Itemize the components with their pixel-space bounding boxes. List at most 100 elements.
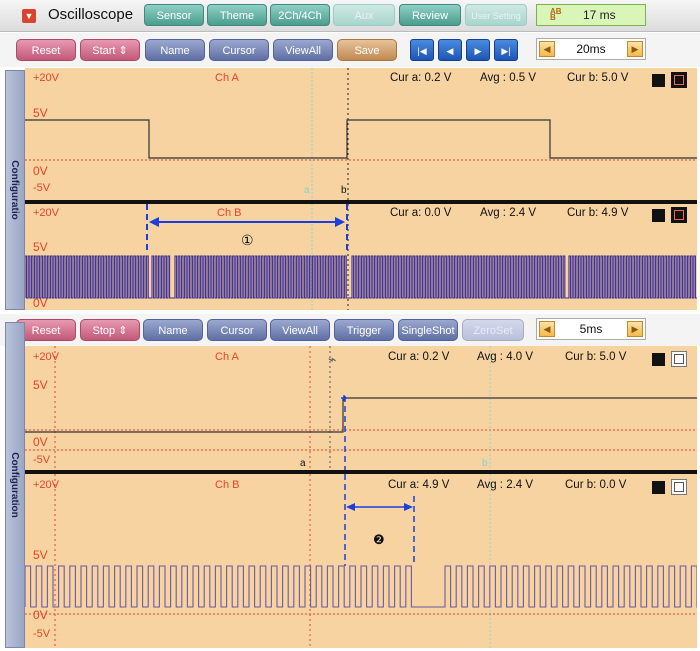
sample-time-display: AB B 17 ms (536, 4, 646, 26)
cha-0v-label: 0V (33, 164, 48, 178)
cha-top-scale: +20V (33, 72, 59, 84)
trigger-button[interactable]: Trigger (334, 319, 394, 341)
first-frame-button[interactable]: |◀ (410, 39, 434, 61)
panel2-configuration-tab[interactable]: Configuration (5, 322, 25, 648)
title-bar: ▼ Oscilloscope Sensor Theme 2Ch/4Ch Aux … (0, 0, 700, 32)
stop-button[interactable]: Stop ⇕ (80, 319, 140, 341)
p2-chb-cursor-b-readout: Cur b: 0.0 V (565, 479, 627, 491)
save-button[interactable]: Save (337, 39, 397, 61)
cursor-b-marker: b (341, 185, 347, 196)
tab-sensor[interactable]: Sensor (144, 4, 204, 26)
chb-top-scale: +20V (33, 207, 59, 219)
tab-theme[interactable]: Theme (207, 4, 267, 26)
name-button[interactable]: Name (145, 39, 205, 61)
viewall-button-2[interactable]: ViewAll (270, 319, 330, 341)
cha-average-readout: Avg : 0.5 V (480, 72, 537, 84)
p2-cha-average-readout: Avg : 4.0 V (477, 351, 534, 363)
cha-5v-label: 5V (33, 106, 48, 120)
panel1-configuration-tab[interactable]: Configuratio (5, 70, 25, 310)
p2-chb-scale-toggle[interactable] (671, 479, 687, 495)
chb-label: Ch B (217, 207, 242, 219)
p2-cha-neg5v-label: -5V (33, 454, 51, 466)
cha-color-swatch[interactable] (652, 74, 665, 87)
timebase-decrease-button[interactable]: ◀ (539, 41, 555, 57)
panel1-channel-b-plot[interactable]: +20V Ch B 5V 0V Cur a: 0.0 V Avg : 2.4 V… (25, 204, 697, 310)
p2-cha-0v-label: 0V (33, 435, 48, 449)
tab-2ch4ch[interactable]: 2Ch/4Ch (270, 4, 330, 26)
tab-user-setting[interactable]: User Setting (465, 4, 527, 26)
p2-cha-scale-toggle[interactable] (671, 351, 687, 367)
chb-scale-toggle[interactable] (671, 207, 687, 223)
chb-0v-label: 0V (33, 296, 48, 310)
app-menu-icon[interactable]: ▼ (22, 9, 36, 23)
panel2-toolbar: Reset Stop ⇕ Name Cursor ViewAll Trigger… (0, 314, 700, 346)
timebase-increase-button[interactable]: ▶ (627, 41, 643, 57)
p2-chb-average-readout: Avg : 2.4 V (477, 479, 534, 491)
panel1-channel-b-trace (25, 204, 697, 310)
chb-color-swatch[interactable] (652, 209, 665, 222)
cha-neg5v-label: -5V (33, 182, 51, 194)
stop-label: Stop (92, 325, 116, 337)
sample-rate-icon: AB B (550, 7, 562, 22)
trigger-icon: ⌁ (328, 351, 337, 367)
cursor-button-2[interactable]: Cursor (207, 319, 267, 341)
p2-cha-label: Ch A (215, 351, 239, 363)
panel2-channel-a-plot[interactable]: +20V Ch A 5V 0V -5V ⌁ Cur a: 0.2 V Avg :… (25, 346, 697, 470)
panel1-toolbar: Reset Start ⇕ Name Cursor ViewAll Save |… (0, 33, 700, 67)
panel1-channel-a-plot[interactable]: +20V Ch A 5V 0V -5V Cur a: 0.2 V Avg : 0… (25, 68, 697, 200)
channel-divider-2 (25, 470, 697, 474)
cha-cursor-a-readout: Cur a: 0.2 V (390, 72, 452, 84)
prev-frame-button[interactable]: ◀ (438, 39, 462, 61)
name-button-2[interactable]: Name (143, 319, 203, 341)
panel2-channel-a-trace (25, 346, 697, 470)
p2-chb-cursor-a-readout: Cur a: 4.9 V (388, 479, 450, 491)
updown-icon: ⇕ (118, 45, 128, 57)
timebase-value: 20ms (576, 42, 606, 56)
zeroset-button[interactable]: ZeroSet (462, 319, 524, 341)
cursor-button[interactable]: Cursor (209, 39, 269, 61)
p2-cursor-b-marker: b (482, 458, 488, 469)
p2-chb-top-scale: +20V (33, 479, 59, 491)
chb-5v-label: 5V (33, 240, 48, 254)
cursor-a-marker: a (304, 185, 310, 196)
next-frame-button[interactable]: ▶ (466, 39, 490, 61)
channel-divider (25, 200, 697, 204)
chb-average-readout: Avg : 2.4 V (480, 207, 537, 219)
tab-review[interactable]: Review (399, 4, 461, 26)
tab-aux[interactable]: Aux (333, 4, 395, 26)
p2-cha-5v-label: 5V (33, 378, 48, 392)
cha-scale-toggle[interactable] (671, 72, 687, 88)
p2-cha-color-swatch[interactable] (652, 353, 665, 366)
updown-icon: ⇕ (118, 325, 128, 337)
annotation-2: ❷ (373, 532, 385, 547)
p2-chb-neg5v-label: -5V (33, 628, 51, 640)
timebase-decrease-button-2[interactable]: ◀ (539, 321, 555, 337)
cha-cursor-b-readout: Cur b: 5.0 V (567, 72, 629, 84)
timebase-select-2: 5ms ◀ ▶ (536, 318, 646, 340)
p2-chb-0v-label: 0V (33, 608, 48, 622)
chb-cursor-b-readout: Cur b: 4.9 V (567, 207, 629, 219)
panel2-channel-b-plot[interactable]: +20V Ch B 5V 0V -5V Cur a: 4.9 V Avg : 2… (25, 474, 697, 648)
timebase-value-2: 5ms (579, 322, 603, 336)
cha-label: Ch A (215, 72, 239, 84)
annotation-1: ① (241, 232, 254, 248)
start-label: Start (92, 45, 116, 57)
start-button[interactable]: Start ⇕ (80, 39, 140, 61)
p2-chb-5v-label: 5V (33, 548, 48, 562)
p2-cha-cursor-a-readout: Cur a: 0.2 V (388, 351, 450, 363)
viewall-button[interactable]: ViewAll (273, 39, 333, 61)
last-frame-button[interactable]: ▶| (494, 39, 518, 61)
reset-button-2[interactable]: Reset (16, 319, 76, 341)
p2-cursor-a-marker: a (300, 458, 306, 469)
p2-chb-label: Ch B (215, 479, 240, 491)
timebase-increase-button-2[interactable]: ▶ (627, 321, 643, 337)
singleshot-button[interactable]: SingleShot (398, 319, 458, 341)
p2-cha-cursor-b-readout: Cur b: 5.0 V (565, 351, 627, 363)
app-title: Oscilloscope (48, 6, 134, 23)
reset-button[interactable]: Reset (16, 39, 76, 61)
panel1-channel-a-trace (25, 68, 697, 200)
chb-cursor-a-readout: Cur a: 0.0 V (390, 207, 452, 219)
p2-cha-top-scale: +20V (33, 351, 59, 363)
panel2-channel-b-trace (25, 474, 697, 648)
p2-chb-color-swatch[interactable] (652, 481, 665, 494)
